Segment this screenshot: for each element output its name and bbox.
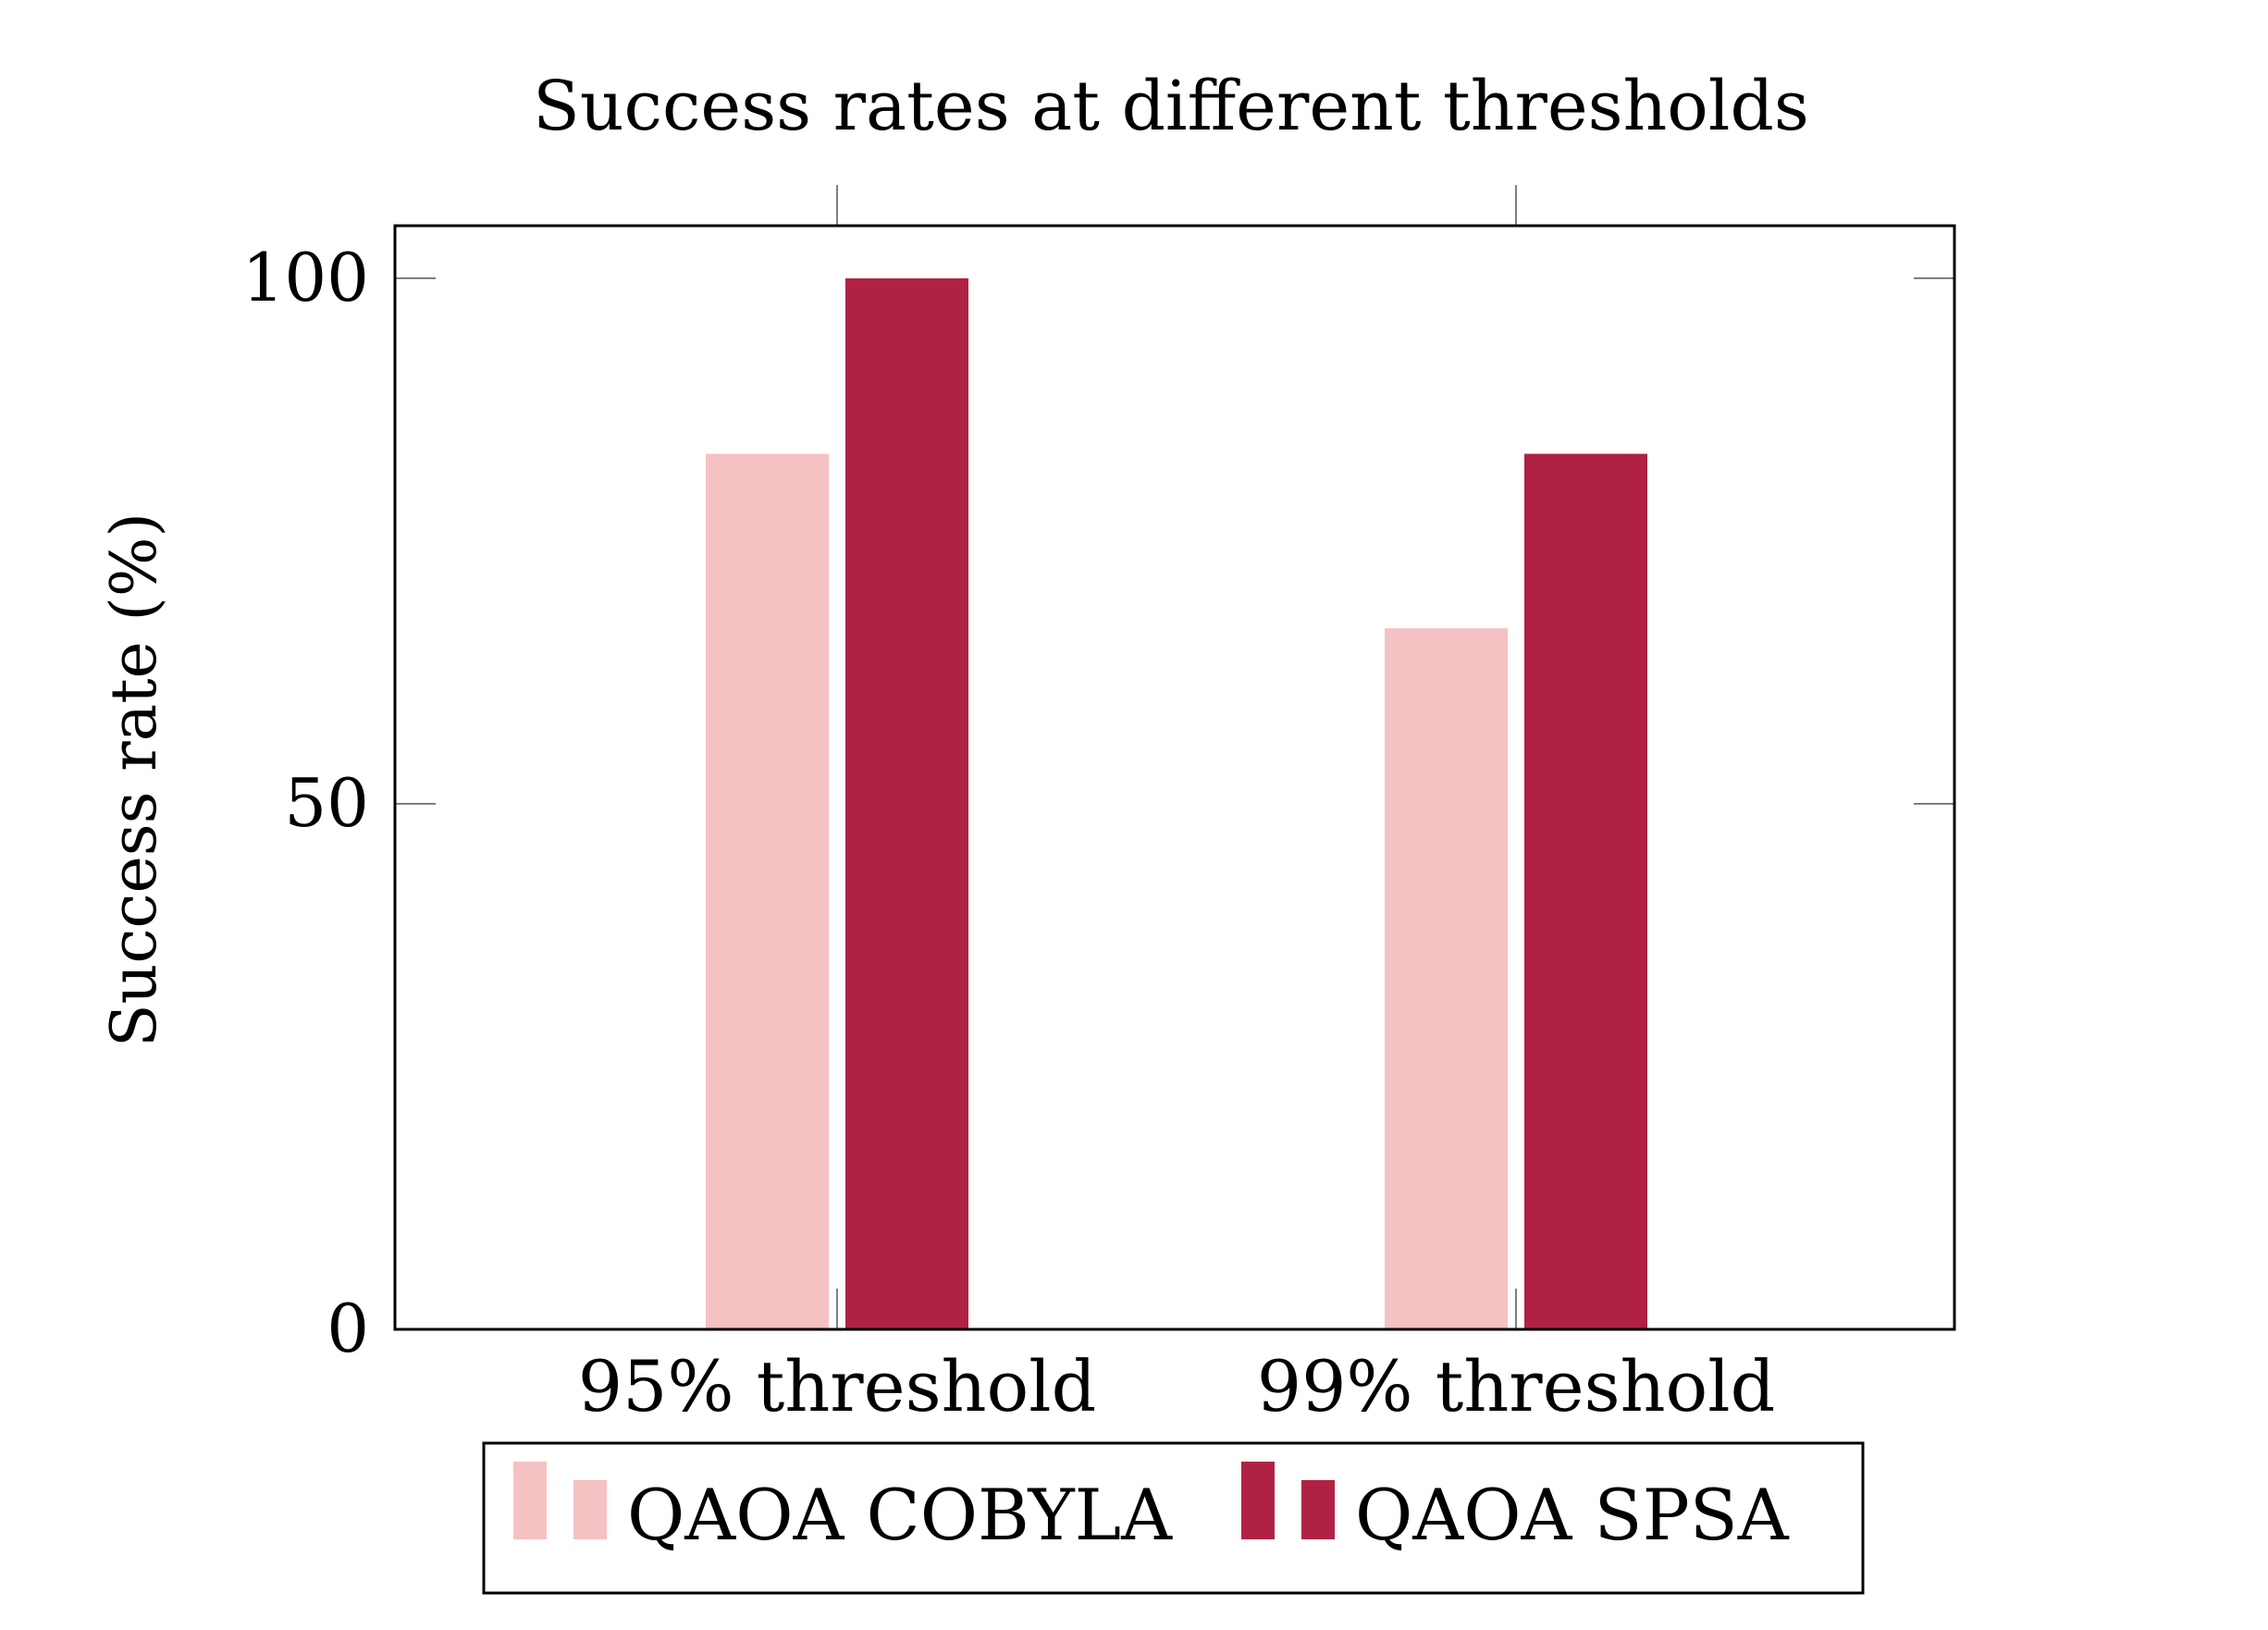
x-tick-labels: 95% threshold 99% threshold <box>578 1345 1776 1427</box>
legend-swatch-2-a <box>1241 1462 1275 1539</box>
legend-swatch-1-a <box>513 1462 547 1539</box>
bars-group <box>706 278 1647 1329</box>
y-tick-label-3: 100 <box>242 239 369 316</box>
legend-label-2: QAOA SPSA <box>1355 1474 1790 1556</box>
legend-item-1: QAOA COBYLA <box>513 1462 1173 1556</box>
bar-1-2 <box>1385 628 1508 1329</box>
legend-swatch-1-b <box>573 1480 607 1539</box>
legend-swatch-2-b <box>1301 1480 1335 1539</box>
y-tick-label-2: 50 <box>284 764 369 842</box>
plot-frame <box>393 224 1956 1331</box>
x-tick-label-2: 99% threshold <box>1257 1345 1776 1427</box>
legend-box <box>482 1441 1865 1595</box>
bar-2-1 <box>845 278 968 1329</box>
chart-title: Success rates at different thresholds <box>533 67 1809 146</box>
legend: QAOA COBYLA QAOA SPSA <box>482 1441 1865 1595</box>
legend-items: QAOA COBYLA QAOA SPSA <box>513 1462 1790 1556</box>
bar-2-2 <box>1524 453 1647 1329</box>
y-tick-label-1: 0 <box>327 1290 369 1367</box>
y-tick-labels: 0 50 100 <box>242 239 369 1367</box>
ticks-group <box>395 185 1954 1330</box>
legend-item-2: QAOA SPSA <box>1241 1462 1790 1556</box>
legend-label-1: QAOA COBYLA <box>627 1474 1173 1556</box>
x-tick-label-1: 95% threshold <box>578 1345 1097 1427</box>
y-axis-label: Success rate (%) <box>98 512 171 1047</box>
bar-1-1 <box>706 453 829 1329</box>
